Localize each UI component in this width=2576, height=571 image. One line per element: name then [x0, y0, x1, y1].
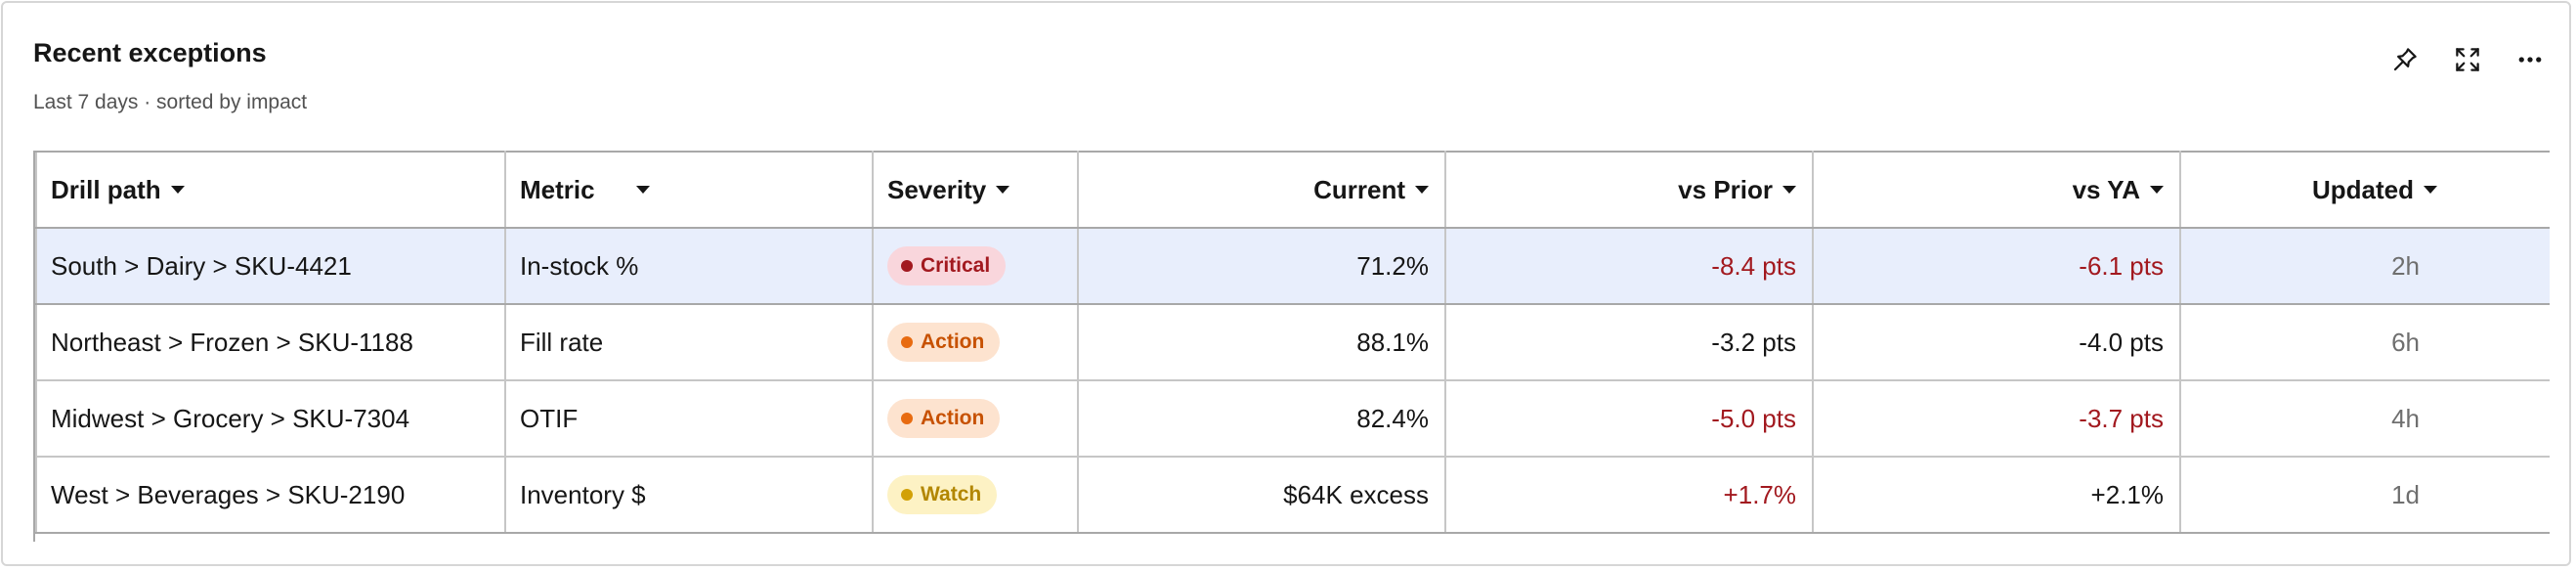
cell-vs-prior: -5.0 pts	[1444, 379, 1814, 458]
cell-vs-prior: -8.4 pts	[1444, 227, 1814, 305]
sort-caret-icon	[996, 185, 1010, 194]
status-dot-icon	[901, 413, 913, 424]
severity-badge: Action	[887, 399, 1001, 438]
cell-vs-ya: -6.1 pts	[1812, 227, 2181, 305]
status-dot-icon	[901, 489, 913, 501]
column-header-current[interactable]: Current	[1077, 151, 1446, 229]
table-row[interactable]: Northeast > Frozen > SKU-1188 Fill rate …	[35, 303, 2550, 381]
status-dot-icon	[901, 336, 913, 348]
cell-current: $64K excess	[1077, 456, 1446, 534]
table-row[interactable]: West > Beverages > SKU-2190 Inventory $ …	[35, 456, 2550, 534]
cell-severity: Watch	[872, 456, 1079, 534]
severity-badge: Action	[887, 323, 1001, 362]
cell-severity: Action	[872, 379, 1079, 458]
column-header-vs-ya[interactable]: vs YA	[1812, 151, 2181, 229]
sort-caret-icon	[2150, 185, 2164, 194]
cell-metric: Fill rate	[504, 303, 874, 381]
cell-vs-ya: -4.0 pts	[1812, 303, 2181, 381]
cell-vs-ya: -3.7 pts	[1812, 379, 2181, 458]
cell-drill-path: Midwest > Grocery > SKU-7304	[35, 379, 506, 458]
cell-severity: Action	[872, 303, 1079, 381]
column-header-metric[interactable]: Metric	[504, 151, 874, 229]
expand-icon[interactable]	[2446, 38, 2489, 81]
cell-drill-path: Northeast > Frozen > SKU-1188	[35, 303, 506, 381]
cell-metric: OTIF	[504, 379, 874, 458]
table-row[interactable]: Midwest > Grocery > SKU-7304 OTIF Action…	[35, 379, 2550, 458]
exceptions-table: Drill path Metric Severity Current vs Pr…	[35, 151, 2550, 534]
column-header-severity[interactable]: Severity	[872, 151, 1079, 229]
cell-vs-ya: +2.1%	[1812, 456, 2181, 534]
cell-current: 88.1%	[1077, 303, 1446, 381]
cell-updated: 2h	[2179, 227, 2550, 305]
column-header-vs-prior[interactable]: vs Prior	[1444, 151, 1814, 229]
cell-current: 82.4%	[1077, 379, 1446, 458]
sort-caret-icon	[1415, 185, 1429, 194]
cell-vs-prior: -3.2 pts	[1444, 303, 1814, 381]
table-row[interactable]: South > Dairy > SKU-4421 In-stock % Crit…	[35, 227, 2550, 305]
cell-current: 71.2%	[1077, 227, 1446, 305]
exceptions-table-container[interactable]: Drill path Metric Severity Current vs Pr…	[33, 151, 2550, 542]
table-header-row: Drill path Metric Severity Current vs Pr…	[35, 151, 2550, 229]
card-subtitle: Last 7 days · sorted by impact	[33, 91, 308, 113]
severity-badge: Critical	[887, 246, 1007, 286]
cell-metric: In-stock %	[504, 227, 874, 305]
column-header-drill-path[interactable]: Drill path	[35, 151, 506, 229]
more-icon[interactable]	[2509, 38, 2552, 81]
cell-updated: 1d	[2179, 456, 2550, 534]
cell-drill-path: West > Beverages > SKU-2190	[35, 456, 506, 534]
sort-caret-icon	[1782, 185, 1796, 194]
card-title: Recent exceptions	[33, 38, 267, 67]
sort-caret-icon	[2424, 185, 2437, 194]
sort-caret-icon	[635, 185, 650, 194]
status-dot-icon	[901, 260, 913, 272]
cell-severity: Critical	[872, 227, 1079, 305]
severity-badge: Watch	[887, 475, 998, 514]
cell-updated: 6h	[2179, 303, 2550, 381]
sort-caret-icon	[170, 185, 185, 194]
cell-metric: Inventory $	[504, 456, 874, 534]
cell-updated: 4h	[2179, 379, 2550, 458]
column-header-updated[interactable]: Updated	[2179, 151, 2550, 229]
cell-vs-prior: +1.7%	[1444, 456, 1814, 534]
cell-drill-path: South > Dairy > SKU-4421	[35, 227, 506, 305]
pin-icon[interactable]	[2383, 38, 2426, 81]
